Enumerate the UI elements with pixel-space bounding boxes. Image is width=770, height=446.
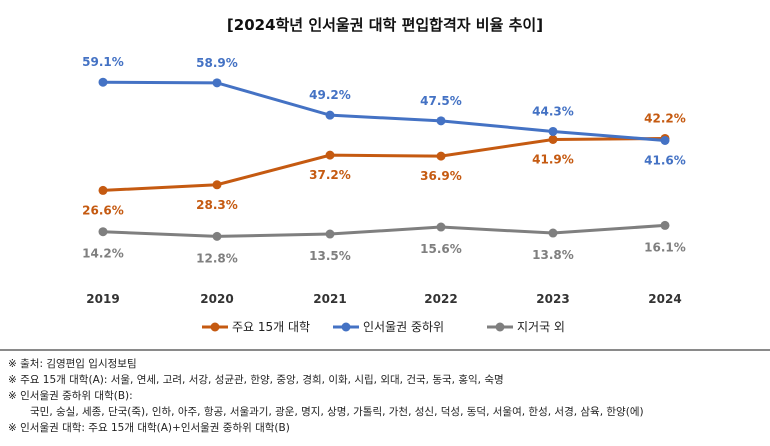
series-line-0 bbox=[102, 136, 666, 192]
line-chart: 26.6% 28.3% 37.2% 36.9% 41.9% 42.2% 59.1% 58.9%… bbox=[82, 55, 686, 334]
x-tick-label: 2024 bbox=[648, 292, 681, 306]
footnote-group-a: ※ 주요 15개 대학(A): 서울, 연세, 고려, 서강, 성균관, 한양,… bbox=[8, 374, 504, 386]
legend-marker bbox=[341, 322, 351, 332]
data-point bbox=[98, 77, 108, 87]
series-line-2 bbox=[102, 223, 666, 238]
data-point bbox=[660, 135, 670, 145]
data-point bbox=[548, 126, 558, 136]
x-tick-label: 2022 bbox=[424, 292, 457, 306]
legend-label: 인서울권 중하위 bbox=[363, 320, 444, 334]
data-label: 42.2% bbox=[644, 111, 686, 125]
footnote-source: ※ 출처: 김영편입 입시정보팀 bbox=[8, 358, 137, 370]
data-label: 26.6% bbox=[82, 203, 124, 217]
legend-label: 지거국 외 bbox=[517, 320, 565, 334]
legend-label: 주요 15개 대학 bbox=[232, 320, 310, 334]
data-point bbox=[325, 229, 335, 239]
data-label: 28.3% bbox=[196, 198, 238, 212]
footnote-definition: ※ 인서울권 대학: 주요 15개 대학(A)+인서울권 중하위 대학(B) bbox=[8, 422, 290, 434]
divider bbox=[0, 349, 770, 351]
data-label: 58.9% bbox=[196, 56, 238, 70]
footnote-group-b-list: 국민, 숭실, 세종, 단국(죽), 인하, 아주, 항공, 서울과기, 광운,… bbox=[30, 406, 644, 418]
data-label: 41.9% bbox=[532, 152, 574, 166]
x-tick-label: 2020 bbox=[200, 292, 233, 306]
data-label: 36.9% bbox=[420, 169, 462, 183]
data-point bbox=[98, 185, 108, 195]
data-point bbox=[98, 227, 108, 237]
data-point bbox=[212, 231, 222, 241]
footnotes: ※ 출처: 김영편입 입시정보팀 ※ 주요 15개 대학(A): 서울, 연세,… bbox=[8, 356, 644, 436]
data-label: 12.8% bbox=[196, 251, 238, 265]
data-label: 49.2% bbox=[309, 88, 351, 102]
data-label: 16.1% bbox=[644, 240, 686, 254]
data-label: 13.5% bbox=[309, 249, 351, 263]
legend-marker bbox=[210, 322, 220, 332]
data-point bbox=[548, 134, 558, 144]
data-point bbox=[436, 116, 446, 126]
data-label: 41.6% bbox=[644, 153, 686, 167]
legend-marker bbox=[495, 322, 505, 332]
data-label: 14.2% bbox=[82, 247, 124, 261]
chart-title: [2024학년 인서울권 대학 편입합격자 비율 추이] bbox=[226, 16, 544, 34]
footnote-group-b-heading: ※ 인서울권 중하위 대학(B): bbox=[8, 390, 133, 402]
x-tick-label: 2023 bbox=[536, 292, 569, 306]
x-tick-label: 2021 bbox=[313, 292, 346, 306]
data-point bbox=[548, 228, 558, 238]
data-point bbox=[660, 220, 670, 230]
data-point bbox=[436, 222, 446, 232]
series-line-1 bbox=[102, 80, 666, 142]
data-label: 47.5% bbox=[420, 94, 462, 108]
data-label: 13.8% bbox=[532, 248, 574, 262]
data-point bbox=[325, 110, 335, 120]
data-point bbox=[212, 180, 222, 190]
data-point bbox=[325, 150, 335, 160]
data-label: 15.6% bbox=[420, 242, 462, 256]
data-label: 59.1% bbox=[82, 55, 124, 69]
data-point bbox=[436, 151, 446, 161]
data-label: 37.2% bbox=[309, 168, 351, 182]
x-tick-label: 2019 bbox=[86, 292, 119, 306]
data-point bbox=[212, 78, 222, 88]
data-label: 44.3% bbox=[532, 104, 574, 118]
